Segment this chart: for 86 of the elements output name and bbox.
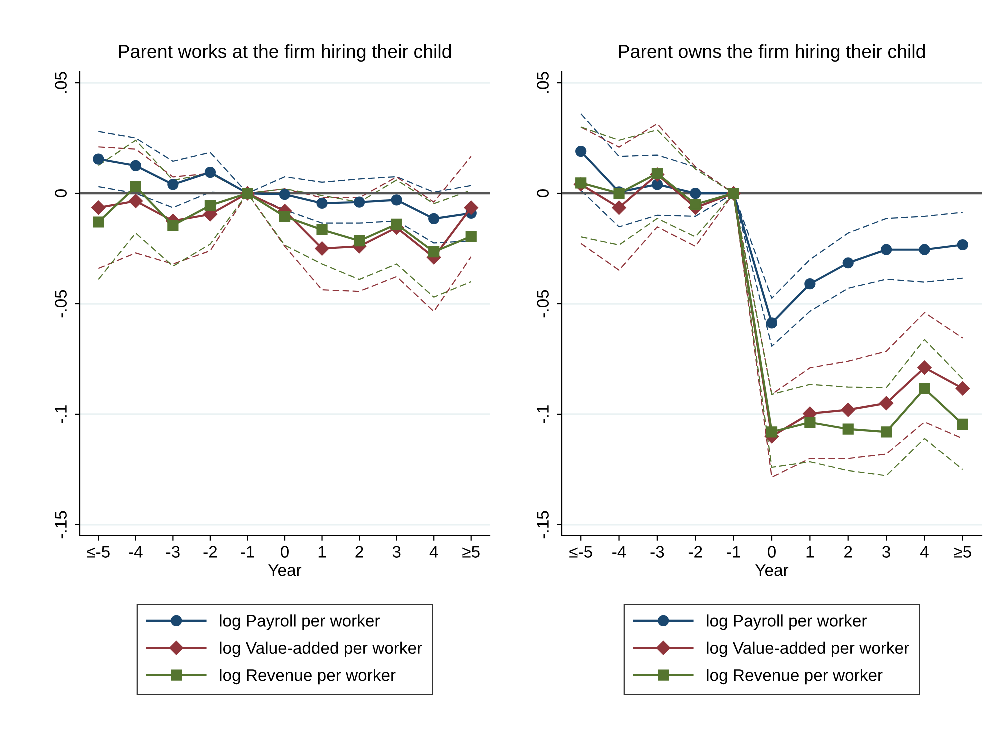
point bbox=[957, 418, 968, 430]
point bbox=[316, 198, 328, 210]
x-tick-label: ≥5 bbox=[462, 546, 480, 558]
point bbox=[612, 200, 626, 215]
x-tick-label: 1 bbox=[806, 546, 814, 558]
point bbox=[130, 160, 142, 172]
x-tick-label: ≥5 bbox=[954, 546, 972, 558]
point bbox=[354, 235, 366, 247]
x-tick-label: 2 bbox=[356, 546, 364, 558]
point bbox=[464, 200, 478, 215]
point bbox=[919, 244, 930, 256]
point bbox=[841, 402, 856, 418]
point bbox=[391, 218, 402, 230]
point bbox=[279, 189, 291, 200]
point bbox=[918, 360, 932, 375]
point bbox=[690, 188, 702, 200]
x-tick-label: 1 bbox=[318, 546, 326, 558]
point bbox=[428, 246, 440, 258]
x-tick-label: -4 bbox=[129, 546, 143, 558]
point bbox=[652, 179, 664, 190]
y-tick-label: -.05 bbox=[537, 290, 549, 318]
point bbox=[354, 196, 366, 208]
y-tick-label: .05 bbox=[537, 72, 549, 94]
x-axis-title: Year bbox=[756, 564, 789, 576]
legend-label: log Value-added per worker bbox=[220, 642, 422, 658]
point bbox=[842, 258, 854, 269]
y-tick-label: -.1 bbox=[55, 406, 67, 424]
x-tick-label: ≤-5 bbox=[87, 546, 110, 558]
point bbox=[956, 382, 970, 396]
point bbox=[428, 213, 440, 224]
x-tick-label: ≤-5 bbox=[570, 546, 592, 558]
point bbox=[204, 166, 216, 178]
legend-label: log Value-added per worker bbox=[707, 642, 910, 658]
y-tick-label: .05 bbox=[55, 72, 67, 94]
point bbox=[766, 318, 778, 329]
point bbox=[957, 239, 968, 251]
point bbox=[93, 154, 104, 165]
x-tick-label: 4 bbox=[920, 546, 929, 558]
y-tick-label: -.15 bbox=[537, 511, 549, 539]
point bbox=[880, 244, 892, 256]
chart-title: Parent owns the firm hiring their child bbox=[619, 44, 926, 62]
x-tick-label: -4 bbox=[612, 546, 626, 558]
y-tick-label: -.05 bbox=[55, 290, 67, 318]
x-tick-label: 3 bbox=[392, 546, 401, 558]
point bbox=[128, 194, 143, 208]
x-tick-label: -2 bbox=[688, 546, 702, 558]
chart-title: Parent works at the firm hiring their child bbox=[119, 44, 452, 62]
x-tick-label: -1 bbox=[241, 546, 254, 558]
x-tick-label: -3 bbox=[166, 546, 180, 558]
point bbox=[391, 194, 402, 206]
x-tick-label: -2 bbox=[204, 546, 218, 558]
x-tick-label: -1 bbox=[727, 546, 740, 558]
point bbox=[879, 396, 894, 411]
point bbox=[315, 242, 330, 256]
point bbox=[804, 417, 816, 428]
y-tick-label: 0 bbox=[55, 190, 67, 198]
x-tick-label: 0 bbox=[768, 546, 776, 558]
x-tick-label: -3 bbox=[650, 546, 664, 558]
legend-label: log Payroll per worker bbox=[220, 614, 380, 630]
y-tick-label: 0 bbox=[537, 190, 549, 198]
x-axis-title: Year bbox=[268, 564, 302, 576]
x-tick-label: 4 bbox=[430, 546, 438, 558]
legend-label: log Revenue per worker bbox=[220, 669, 396, 685]
point bbox=[168, 179, 179, 190]
point bbox=[204, 200, 216, 212]
point bbox=[766, 426, 778, 438]
legend-label: log Revenue per worker bbox=[707, 669, 883, 685]
point bbox=[576, 146, 587, 158]
point bbox=[279, 211, 291, 222]
point bbox=[130, 181, 142, 192]
point bbox=[919, 383, 930, 394]
x-tick-label: 0 bbox=[281, 546, 289, 558]
point bbox=[93, 216, 104, 228]
x-tick-label: 3 bbox=[882, 546, 890, 558]
point bbox=[466, 231, 477, 242]
point bbox=[842, 424, 854, 435]
y-tick-label: -.15 bbox=[55, 511, 67, 539]
x-tick-label: 2 bbox=[844, 546, 852, 558]
point bbox=[690, 199, 702, 210]
point bbox=[168, 220, 179, 232]
point bbox=[92, 200, 106, 215]
point bbox=[880, 426, 892, 438]
point bbox=[316, 224, 328, 236]
legend-label: log Payroll per worker bbox=[707, 614, 867, 630]
y-tick-label: -.1 bbox=[537, 406, 549, 424]
point bbox=[804, 278, 816, 290]
